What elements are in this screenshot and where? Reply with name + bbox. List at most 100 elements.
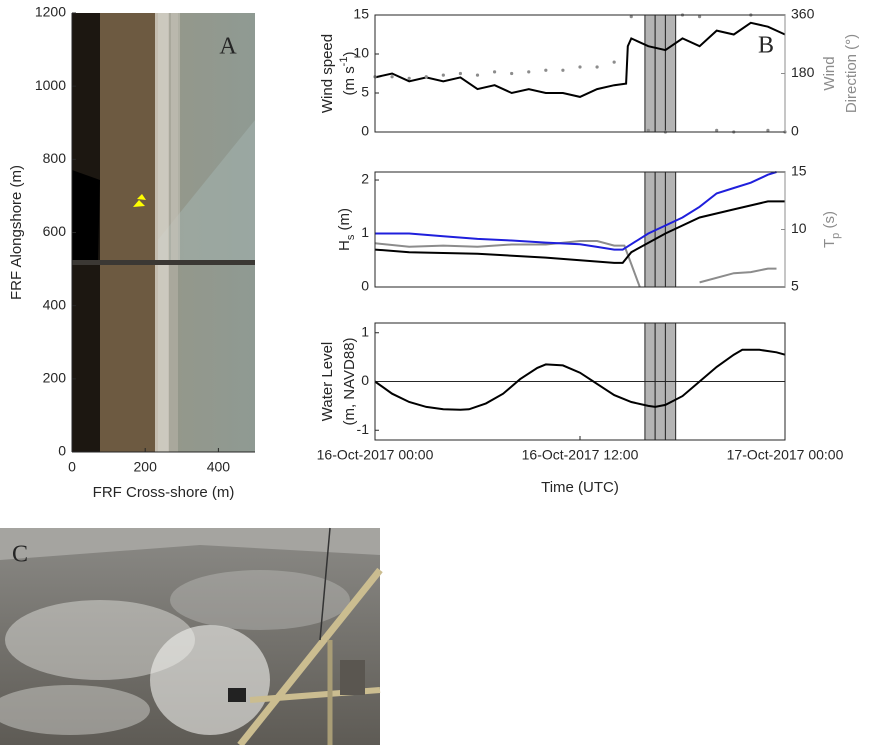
x-tick-label: 16-Oct-2017 12:00 (522, 447, 639, 463)
axis-label-part: ) (341, 52, 358, 57)
sky (0, 528, 380, 560)
y-tick-label: 2 (361, 171, 369, 187)
y2-tick-label: 0 (791, 123, 799, 139)
y-tick-label: 0 (58, 443, 66, 459)
highlight (644, 171, 656, 288)
marker (137, 194, 146, 200)
y-tick-label: 1 (361, 323, 369, 339)
y-tick-label: 15 (353, 6, 369, 22)
y-tick-label: 0 (361, 372, 369, 388)
axis-label-part: Wind speed (319, 34, 336, 113)
axis-label: Hs (m) (336, 208, 357, 251)
pier (72, 260, 255, 265)
y2-tick-label: 5 (791, 278, 799, 294)
axis-label: Direction (°) (843, 34, 860, 113)
series-line (374, 200, 785, 264)
marker (766, 128, 770, 132)
y-tick-label: 1200 (35, 4, 66, 20)
axis-label-part: Direction (°) (843, 34, 860, 113)
marker (458, 71, 463, 76)
surf (155, 13, 169, 452)
axis-label-part: Water Level (319, 342, 336, 421)
axis-label-part: (m) (336, 208, 353, 235)
outer-bar (171, 13, 180, 263)
x-axis-label: Time (UTC) (541, 479, 619, 496)
axis-label-part: (m s (341, 66, 358, 95)
foam (170, 570, 350, 630)
y-tick-label: 1000 (35, 77, 66, 93)
marker (561, 68, 565, 72)
marker (715, 128, 719, 132)
marker (527, 70, 531, 74)
axis-label-part: (m, NAVD88) (341, 337, 358, 425)
x-tick-label: 0 (68, 459, 76, 475)
y-tick-label: 0 (361, 278, 369, 294)
y2-tick-label: 360 (791, 6, 815, 22)
photo-c (0, 527, 383, 745)
series-line (375, 171, 777, 251)
foam (0, 685, 150, 735)
series-line (374, 240, 641, 288)
y-tick-label: -1 (357, 421, 370, 437)
marker (475, 73, 480, 77)
y-tick-label: 400 (43, 296, 67, 312)
axis-label: Water Level (319, 342, 336, 421)
x-tick-label: 400 (207, 459, 231, 475)
marker (441, 73, 445, 77)
y2-tick-label: 10 (791, 220, 807, 236)
frame (237, 567, 383, 745)
series-line (699, 267, 777, 284)
marker (133, 200, 145, 207)
axis-label-part: H (336, 240, 353, 251)
highlight (644, 14, 656, 133)
instrument (340, 660, 365, 695)
axis-label: Wind (821, 56, 838, 90)
x-tick-label: 17-Oct-2017 00:00 (727, 447, 844, 463)
axis-label-part: (s) (821, 211, 838, 233)
panel-label: B (758, 33, 774, 59)
axes-box (374, 171, 786, 288)
y-tick-label: 800 (43, 150, 67, 166)
axis-label-part: FRF Alongshore (m) (8, 165, 25, 300)
marker (595, 65, 599, 69)
axis-label-part: T (821, 239, 838, 248)
axis-label: (m s-1) (338, 52, 358, 96)
axis-label: Tp (s) (821, 211, 842, 248)
photo-a (72, 13, 255, 452)
shadow (72, 170, 100, 262)
axis-label-part: p (830, 233, 842, 239)
marker (510, 71, 514, 76)
series-line (374, 21, 786, 98)
cable (319, 527, 331, 641)
instrument (228, 688, 246, 702)
y-tick-label: 5 (361, 84, 369, 100)
panel-label: C (12, 542, 28, 568)
x-axis-label: FRF Cross-shore (m) (93, 484, 235, 501)
marker (578, 65, 582, 69)
marker (407, 76, 411, 80)
highlight (654, 14, 666, 133)
beach (100, 13, 158, 452)
marker (629, 15, 633, 19)
marker (544, 68, 548, 72)
y2-tick-label: 15 (791, 163, 807, 179)
axis-label-part: Wind (821, 56, 838, 90)
y2-tick-label: 180 (791, 64, 815, 80)
y-tick-label: 10 (353, 45, 369, 61)
axis-label: FRF Alongshore (m) (8, 165, 25, 300)
foam (150, 625, 270, 735)
marker (424, 75, 428, 79)
y-tick-label: 1 (361, 224, 369, 240)
y-tick-label: 0 (361, 123, 369, 139)
axis-label-part: s (345, 234, 357, 240)
x-tick-label: 200 (134, 459, 158, 475)
panel-label: A (219, 34, 237, 60)
foam (5, 600, 195, 680)
axis-label-part: -1 (338, 57, 350, 67)
marker (492, 70, 497, 74)
marker (697, 15, 702, 19)
highlight (664, 14, 677, 133)
marker (390, 75, 394, 79)
y-tick-label: 200 (43, 370, 67, 386)
